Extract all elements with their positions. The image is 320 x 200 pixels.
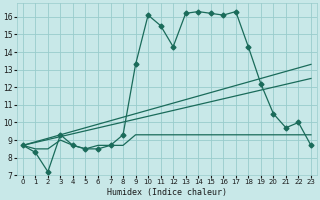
X-axis label: Humidex (Indice chaleur): Humidex (Indice chaleur) xyxy=(107,188,227,197)
